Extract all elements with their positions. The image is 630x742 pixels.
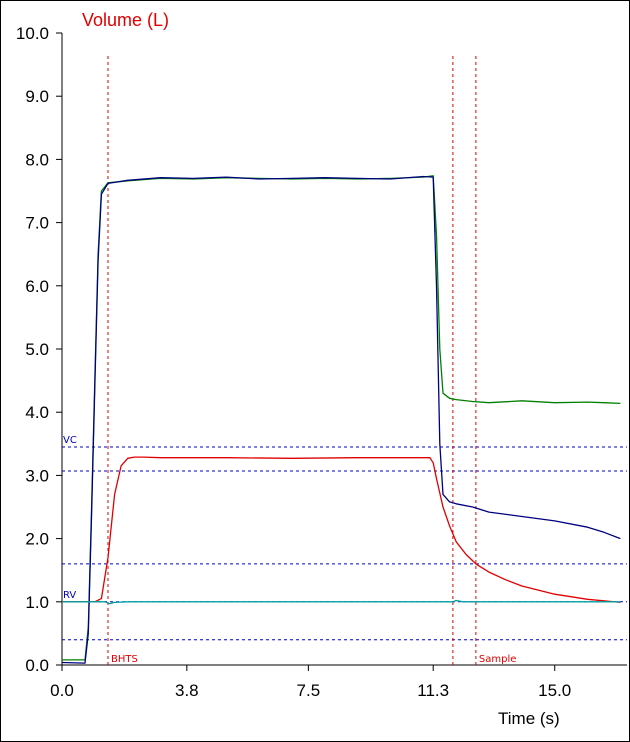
series-line: [61, 175, 621, 664]
chart-title: Volume (L): [82, 10, 169, 30]
series-line: [62, 599, 621, 605]
y-tick-label: 9.0: [25, 87, 49, 106]
x-tick-label: 0.0: [50, 681, 74, 700]
y-tick-label: 4.0: [25, 403, 49, 422]
marker-lines: BHTS Sample: [107, 56, 517, 665]
y-tick-label: 0.0: [25, 656, 49, 675]
x-tick-label: 3.8: [175, 681, 199, 700]
y-tick-label: 2.0: [25, 530, 49, 549]
reference-line-label: VC: [63, 435, 77, 446]
y-axis: 0.0 1.0 2.0 3.0 4.0 5.0 6.0 7.0 8.0 9.0 10.0: [16, 24, 63, 675]
marker-label: BHTS: [111, 654, 138, 665]
x-tick-label: 7.5: [297, 681, 321, 700]
y-tick-label: 10.0: [16, 24, 49, 43]
x-tick-label: 11.3: [417, 681, 449, 700]
reference-lines: VC RV: [62, 435, 627, 641]
y-tick-label: 6.0: [25, 277, 49, 296]
x-axis-label: Time (s): [498, 709, 560, 728]
marker-label: Sample: [479, 654, 517, 665]
series-lines: [61, 175, 621, 664]
y-tick-label: 5.0: [25, 340, 49, 359]
series-line: [62, 175, 621, 661]
y-tick-label: 3.0: [25, 466, 49, 485]
reference-line-label: RV: [63, 590, 76, 601]
y-tick-label: 7.0: [25, 214, 49, 233]
y-tick-label: 8.0: [25, 150, 49, 169]
x-axis: 0.0 3.8 7.5 11.3 15.0: [50, 664, 627, 700]
x-tick-label: 15.0: [538, 681, 571, 700]
series-line: [62, 456, 621, 604]
y-tick-label: 1.0: [25, 593, 49, 612]
